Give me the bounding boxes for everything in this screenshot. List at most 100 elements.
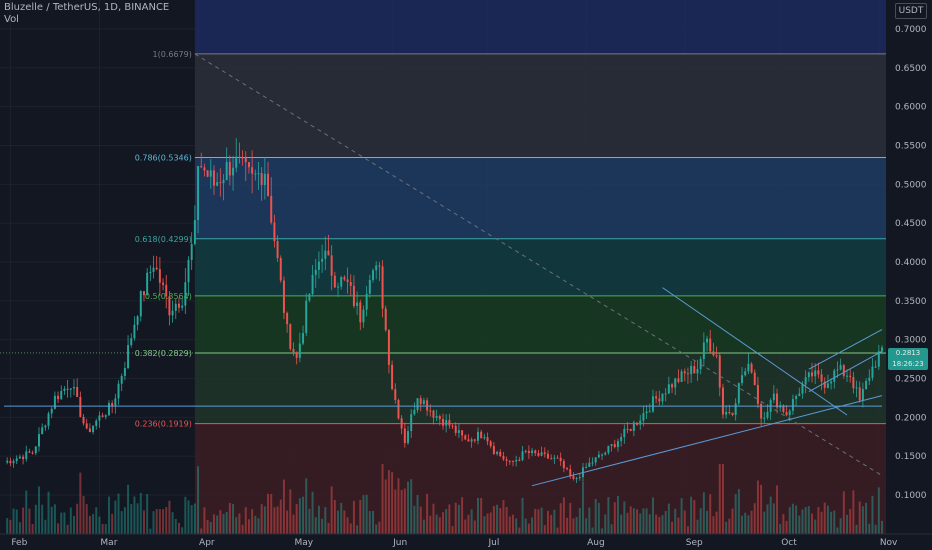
- x-tick-label: Aug: [587, 538, 605, 548]
- candle-body: [737, 383, 740, 404]
- volume-bar: [47, 491, 50, 534]
- volume-bar: [219, 510, 222, 534]
- volume-bar: [426, 493, 429, 534]
- volume-bar: [846, 514, 848, 534]
- volume-bar: [623, 501, 626, 534]
- candle-body: [798, 393, 801, 397]
- candle-body: [492, 446, 495, 454]
- candle-body: [470, 439, 473, 442]
- candle-body: [588, 462, 591, 467]
- volume-bar: [330, 486, 333, 534]
- volume-bar: [795, 505, 798, 534]
- candle-body: [282, 280, 285, 313]
- volume-bar: [387, 470, 390, 534]
- volume-bar: [38, 486, 40, 534]
- candle-body: [337, 286, 340, 288]
- volume-bar: [368, 511, 371, 534]
- candle-body: [60, 390, 63, 400]
- candle-body: [578, 477, 581, 479]
- candle-body: [457, 430, 460, 433]
- currency-button[interactable]: USDT: [895, 3, 927, 19]
- price-axis[interactable]: 0.1000 0.1500 0.2000 0.2500 0.3000 0.3500 0.40…: [886, 0, 932, 550]
- candle-body: [254, 173, 257, 175]
- volume-bar: [546, 510, 549, 534]
- volume-bar: [168, 500, 171, 534]
- candle-body: [92, 425, 95, 433]
- candle-body: [502, 456, 505, 460]
- candle-body: [200, 166, 203, 168]
- candle-body: [120, 376, 123, 384]
- trendlines[interactable]: [4, 53, 883, 487]
- volume-bar: [511, 514, 514, 534]
- candle-body: [833, 370, 836, 382]
- candle-body: [811, 372, 814, 377]
- volume-bar: [626, 512, 629, 534]
- volume-bar: [397, 478, 400, 534]
- volume-bar: [721, 464, 724, 534]
- volume-bar: [737, 489, 740, 534]
- time-axis[interactable]: Feb Mar Apr May Jun Jul Aug Sep Oct Nov: [0, 533, 932, 550]
- candle-body: [566, 468, 569, 470]
- volume-bar: [725, 521, 728, 534]
- candle-body: [814, 370, 817, 377]
- candle-body: [690, 366, 693, 375]
- volume-bar: [263, 506, 266, 534]
- candle-body: [6, 460, 9, 463]
- x-tick-label: Oct: [781, 538, 797, 548]
- candle-body: [607, 445, 610, 453]
- candle-body: [31, 452, 34, 454]
- candle-body: [76, 386, 79, 397]
- fib-retracement[interactable]: 1(0.6679) 0.786(0.5346) 0.618(0.4299) 0.5(0…: [0, 0, 886, 534]
- volume-bar: [111, 513, 114, 534]
- candle-body: [728, 412, 731, 414]
- candle-body: [111, 403, 114, 407]
- candle-body: [289, 324, 292, 349]
- volume-bar: [585, 518, 588, 534]
- volume-bar: [270, 493, 273, 534]
- candle-body: [531, 450, 534, 454]
- volume-bar: [193, 503, 196, 534]
- candle-body: [632, 422, 635, 431]
- volume-bar: [782, 514, 785, 534]
- candle-body: [861, 389, 864, 401]
- candle-body: [521, 451, 524, 461]
- volume-bar: [136, 503, 139, 534]
- volume-bar: [53, 504, 56, 534]
- candle-body: [343, 277, 346, 280]
- candle-body: [187, 260, 190, 283]
- candle-body: [496, 451, 499, 454]
- candle-body: [66, 388, 69, 390]
- candle-body: [556, 457, 559, 459]
- candle-body: [362, 309, 365, 323]
- candle-body: [438, 416, 441, 420]
- volume-bar: [206, 519, 209, 534]
- trendline: [194, 53, 883, 477]
- volume-bar: [477, 497, 479, 534]
- volume-bar: [830, 511, 833, 534]
- volume-bar: [804, 507, 807, 534]
- volume-bar: [709, 494, 712, 534]
- volume-bar: [362, 495, 365, 534]
- candle-body: [25, 451, 28, 460]
- volume-bar: [753, 503, 756, 534]
- candle-body: [868, 377, 871, 381]
- fib-band: [194, 157, 886, 239]
- volume-bar: [241, 524, 244, 534]
- candle-body: [349, 282, 352, 286]
- candle-body: [311, 274, 314, 294]
- volume-bar: [569, 502, 572, 534]
- volume-bar: [610, 524, 613, 534]
- candle-body: [651, 396, 654, 412]
- volume-bar: [222, 513, 225, 534]
- candle-body: [397, 399, 400, 419]
- candle-body: [766, 411, 769, 418]
- volume-bar: [216, 515, 219, 534]
- volume-bar: [181, 527, 184, 534]
- candle-body: [400, 418, 403, 429]
- volume-bar: [607, 497, 610, 534]
- volume-bar: [648, 514, 651, 534]
- volume-bar: [432, 503, 435, 534]
- volume-bar: [22, 507, 25, 534]
- volume-bar: [642, 508, 645, 534]
